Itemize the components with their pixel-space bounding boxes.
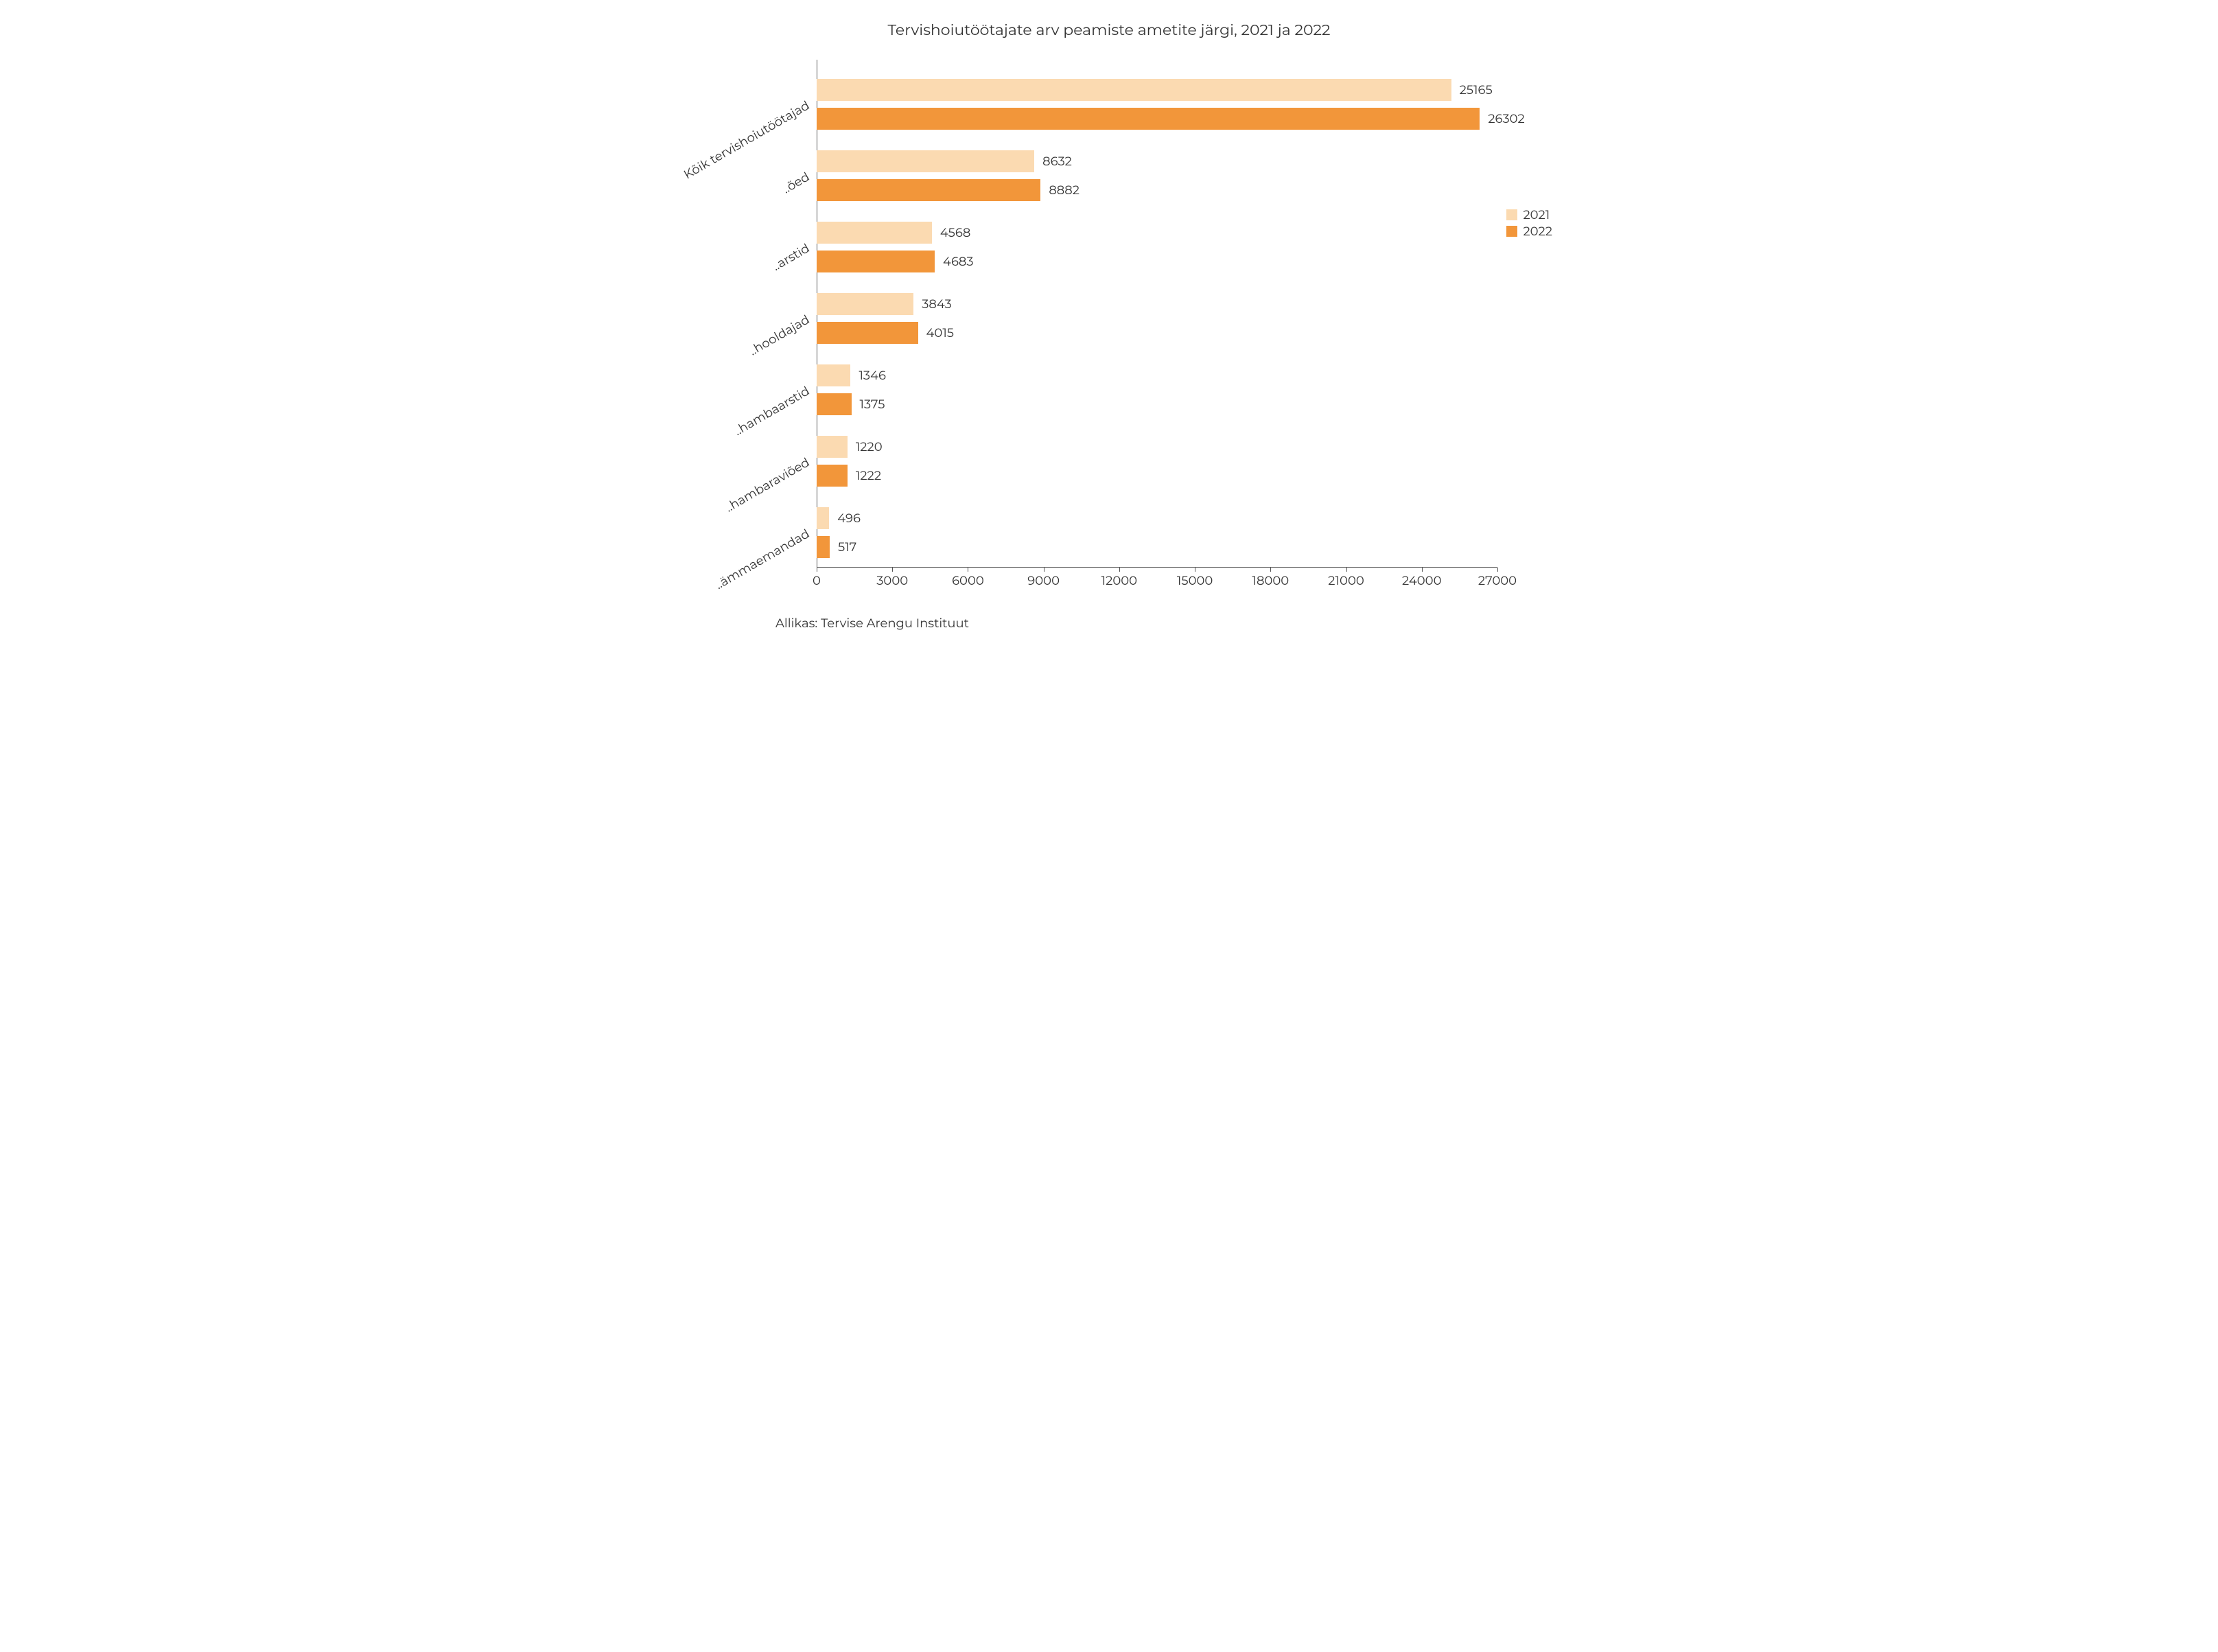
bar-value-label: 496 xyxy=(837,511,861,526)
x-axis-line xyxy=(817,567,1497,568)
bar xyxy=(817,293,913,315)
legend-swatch xyxy=(1506,209,1517,220)
category-label: Kõik tervishoiutöötajad xyxy=(681,97,812,182)
category-label: ..hambaarstid xyxy=(732,383,813,439)
chart-container: Tervishoiutöötajate arv peamiste ametite… xyxy=(666,0,1552,658)
bar-value-label: 26302 xyxy=(1488,111,1524,126)
legend-label: 2022 xyxy=(1523,224,1552,239)
x-tick-label: 0 xyxy=(813,573,821,588)
x-tick-label: 27000 xyxy=(1478,573,1517,588)
bar xyxy=(817,108,1480,130)
plot-area: 0300060009000120001500018000210002400027… xyxy=(817,60,1497,568)
category-label: ..hambaraviõed xyxy=(723,454,813,515)
x-tick-label: 15000 xyxy=(1177,573,1213,588)
bar xyxy=(817,436,848,458)
bar xyxy=(817,364,850,386)
bar xyxy=(817,222,932,244)
bar xyxy=(817,251,935,272)
bar xyxy=(817,79,1451,101)
bar-value-label: 517 xyxy=(838,539,856,555)
x-tick-label: 21000 xyxy=(1328,573,1364,588)
bar xyxy=(817,150,1034,172)
bar-value-label: 1375 xyxy=(860,397,885,412)
category-label: ..õed xyxy=(780,169,812,196)
chart-title: Tervishoiutöötajate arv peamiste ametite… xyxy=(666,21,1552,39)
bar-value-label: 8882 xyxy=(1049,183,1079,198)
x-tick xyxy=(1346,568,1347,572)
bar xyxy=(817,322,918,344)
bar-value-label: 4015 xyxy=(926,325,955,340)
legend: 2021 2022 xyxy=(1506,206,1552,240)
legend-item: 2021 xyxy=(1506,207,1552,222)
legend-swatch xyxy=(1506,226,1517,237)
x-tick-label: 6000 xyxy=(952,573,984,588)
bar xyxy=(817,536,830,558)
x-tick xyxy=(1270,568,1271,572)
category-label: ..ämmaemandad xyxy=(712,526,812,592)
legend-label: 2021 xyxy=(1523,207,1550,222)
bar-value-label: 1346 xyxy=(859,368,886,383)
bar xyxy=(817,465,848,487)
x-tick-label: 12000 xyxy=(1101,573,1137,588)
x-tick-label: 3000 xyxy=(876,573,908,588)
x-tick xyxy=(892,568,893,572)
x-tick xyxy=(1497,568,1498,572)
category-label: ..arstid xyxy=(770,240,813,273)
bar xyxy=(817,507,829,529)
bar xyxy=(817,393,852,415)
category-label: ..hooldajad xyxy=(747,312,813,358)
bar-value-label: 1220 xyxy=(856,439,883,454)
bar-value-label: 3843 xyxy=(922,296,951,312)
x-tick-label: 24000 xyxy=(1402,573,1441,588)
x-tick-label: 18000 xyxy=(1252,573,1289,588)
source-text: Allikas: Tervise Arengu Instituut xyxy=(775,616,1552,631)
x-tick xyxy=(1119,568,1120,572)
bar xyxy=(817,179,1040,201)
legend-item: 2022 xyxy=(1506,224,1552,239)
x-tick-label: 9000 xyxy=(1027,573,1060,588)
bar-value-label: 1222 xyxy=(856,468,881,483)
bar-value-label: 4568 xyxy=(940,225,971,240)
bar-value-label: 25165 xyxy=(1460,82,1493,97)
x-tick xyxy=(1422,568,1423,572)
bar-value-label: 8632 xyxy=(1042,154,1072,169)
bar-value-label: 4683 xyxy=(943,254,974,269)
